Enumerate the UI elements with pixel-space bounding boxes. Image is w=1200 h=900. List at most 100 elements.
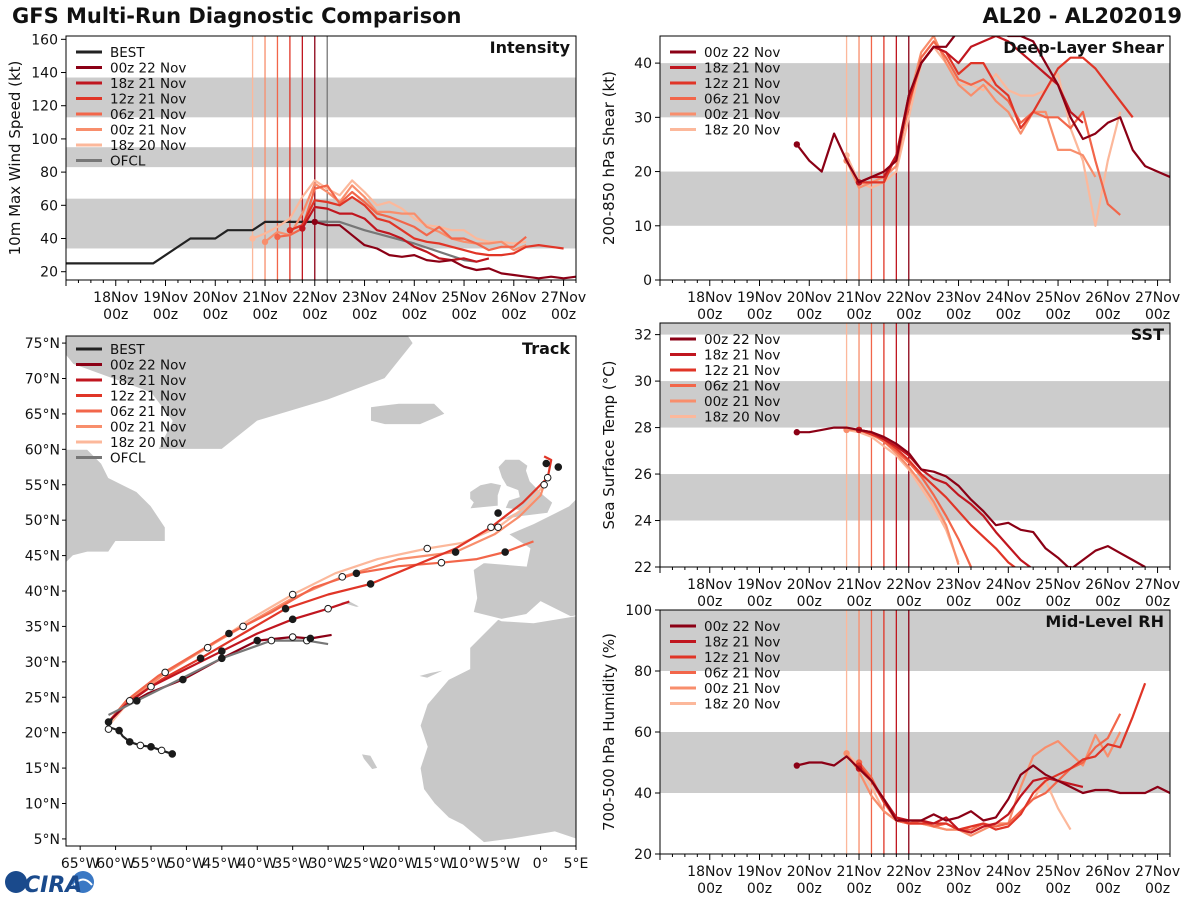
intensity-series-12z-21-nov: [289, 195, 564, 257]
rh-legend-label: 00z 21 Nov: [704, 681, 780, 697]
intensity-ytick-label: 20: [40, 265, 58, 281]
rh-xtick-hour-label: 00z: [846, 881, 871, 897]
sst-panel: 22242628303218Nov00z19Nov00z20Nov00z21No…: [600, 322, 1180, 610]
shear-xtick-day-label: 18Nov: [687, 290, 732, 306]
intensity-legend-label: OFCL: [110, 154, 146, 170]
intensity-init-marker-00z-22-nov: [311, 218, 318, 226]
sst-xtick-day-label: 26Nov: [1085, 577, 1130, 593]
track-position-marker: [437, 558, 446, 567]
intensity-ytick-label: 40: [40, 232, 58, 248]
track-position-marker: [306, 634, 315, 643]
shear-legend-label: 18z 21 Nov: [704, 61, 780, 77]
shear-series-00z-22-nov: [795, 36, 1170, 184]
sst-series-18z-21-nov: [858, 428, 1074, 567]
track-position-marker: [115, 726, 123, 735]
sst-legend-label: 18z 20 Nov: [704, 410, 780, 426]
track-lon-label: 0°: [533, 856, 549, 872]
land-iceland: [370, 402, 446, 425]
sst-xtick-hour-label: 00z: [1145, 594, 1170, 610]
rh-series-00z-22-nov: [796, 755, 1170, 822]
rh-xtick-day-label: 24Nov: [986, 864, 1031, 880]
shear-xtick-day-label: 20Nov: [787, 290, 832, 306]
storm-id: AL20 - AL202019: [982, 4, 1183, 28]
sst-xtick-day-label: 23Nov: [936, 577, 981, 593]
intensity-ytick-label: 120: [31, 99, 58, 115]
intensity-init-marker-00z-21-nov: [261, 238, 269, 246]
land-greenland: [66, 336, 414, 450]
sst-xtick-day-label: 21Nov: [836, 577, 881, 593]
shear-xtick-hour-label: 00z: [1145, 307, 1170, 323]
rh-series-00z-21-nov: [845, 731, 1122, 837]
track-legend-label: 12z 21 Nov: [110, 389, 186, 405]
intensity-xtick-hour-label: 00z: [402, 307, 427, 323]
rh-legend-label: 18z 21 Nov: [704, 635, 780, 651]
rh-xtick-hour-label: 00z: [1095, 881, 1120, 897]
track-lon-label: 60°W: [96, 856, 135, 872]
intensity-ylabel: 10m Max Wind Speed (kt): [6, 61, 24, 256]
sst-xtick-day-label: 24Nov: [986, 577, 1031, 593]
sst-xtick-day-label: 25Nov: [1035, 577, 1080, 593]
rh-panel: 2040608010018Nov00z19Nov00z20Nov00z21Nov…: [600, 603, 1180, 897]
cira-logo: CIRA: [5, 871, 94, 898]
shear-plot-area: [660, 36, 1170, 280]
sst-xtick-hour-label: 00z: [1045, 594, 1070, 610]
sst-ytick-label: 22: [634, 560, 652, 576]
rh-threshold-band: [660, 610, 1170, 671]
track-panel: 5°N 10°N 15°N 20°N 25°N 30°N 35°N 40°N 45°N 50°N 5…: [25, 335, 588, 872]
rh-title: Mid-Level RH: [1045, 612, 1164, 631]
rh-init-marker-00z-21-nov: [843, 750, 850, 757]
shear-legend-label: 06z 21 Nov: [704, 92, 780, 108]
intensity-xtick-hour-label: 00z: [551, 307, 576, 323]
shear-xtick-hour-label: 00z: [1045, 307, 1070, 323]
track-legend-label: BEST: [110, 342, 145, 358]
track-lon-label: 65°W: [61, 856, 100, 872]
track-position-marker: [288, 633, 297, 641]
track-lat-label: 65°N: [25, 407, 60, 423]
rh-xtick-hour-label: 00z: [946, 881, 971, 897]
shear-ytick-label: 20: [634, 165, 652, 181]
sst-series-18z-20-nov: [846, 428, 960, 563]
figure-title: GFS Multi-Run Diagnostic Comparison: [12, 4, 462, 28]
shear-xtick-hour-label: 00z: [697, 307, 722, 323]
shear-init-marker-00z-22-nov: [793, 141, 801, 148]
rh-legend-label: 06z 21 Nov: [704, 666, 780, 682]
sst-ytick-label: 32: [634, 328, 652, 344]
intensity-series-ofcl: [314, 220, 477, 263]
track-lat-label: 40°N: [25, 584, 60, 600]
sst-legend-label: 00z 21 Nov: [704, 394, 780, 410]
sst-plot-area: [660, 323, 1170, 567]
track-position-marker: [542, 459, 551, 468]
track-lon-label: 55°W: [132, 856, 171, 872]
intensity-xtick-hour-label: 00z: [252, 307, 277, 323]
intensity-ytick-label: 140: [31, 66, 58, 82]
track-line-06z-21-nov: [107, 540, 534, 723]
shear-xtick-day-label: 19Nov: [737, 290, 782, 306]
intensity-series-00z-21-nov: [264, 182, 527, 252]
rh-ytick-label: 20: [634, 847, 652, 863]
sst-xtick-day-label: 19Nov: [737, 577, 782, 593]
track-lon-label: 10°W: [450, 856, 489, 872]
shear-title: Deep-Layer Shear: [1003, 38, 1164, 57]
land-north-america: [66, 448, 166, 564]
intensity-xtick-hour-label: 00z: [501, 307, 526, 323]
track-lon-label: 15°W: [415, 856, 454, 872]
track-lat-label: 15°N: [25, 761, 60, 777]
rh-xtick-day-label: 18Nov: [687, 864, 732, 880]
intensity-xtick-day-label: 21Nov: [242, 290, 287, 306]
sst-xtick-hour-label: 00z: [697, 594, 722, 610]
rh-xtick-day-label: 21Nov: [836, 864, 881, 880]
intensity-xtick-hour-label: 00z: [103, 307, 128, 323]
track-plot-area: [66, 336, 576, 846]
land-cabo-verde: [360, 753, 379, 770]
rh-xtick-hour-label: 00z: [797, 881, 822, 897]
shear-xtick-day-label: 22Nov: [886, 290, 931, 306]
sst-xtick-day-label: 18Nov: [687, 577, 732, 593]
sst-xtick-day-label: 20Nov: [787, 577, 832, 593]
track-lat-label: 55°N: [25, 478, 60, 494]
track-legend-label: 00z 22 Nov: [110, 358, 186, 374]
rh-xtick-hour-label: 00z: [896, 881, 921, 897]
intensity-ytick-label: 60: [40, 198, 58, 214]
track-position-marker: [267, 636, 276, 645]
intensity-xtick-day-label: 22Nov: [292, 290, 337, 306]
track-position-marker: [501, 548, 509, 556]
